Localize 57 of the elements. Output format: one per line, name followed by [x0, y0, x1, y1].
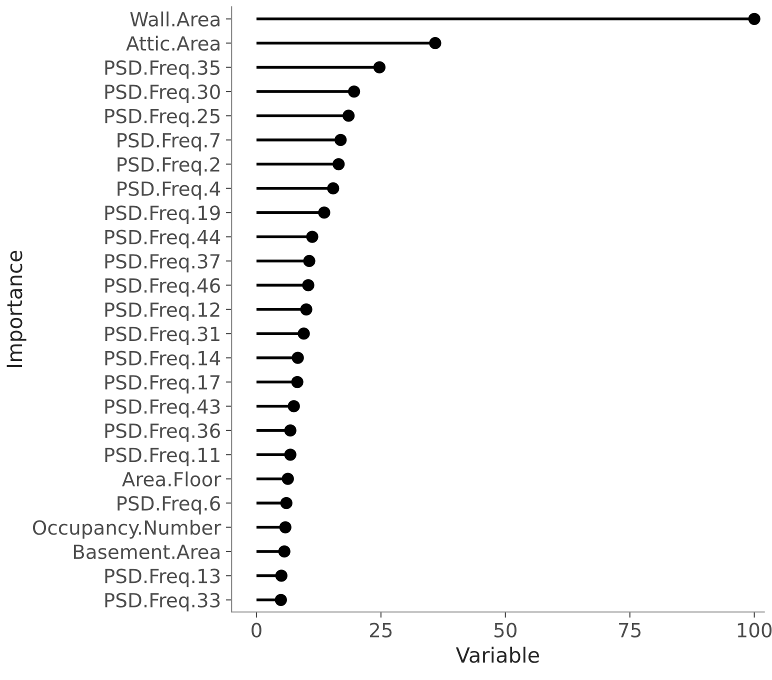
y-tick-label: PSD.Freq.33 — [105, 592, 220, 612]
point — [303, 254, 316, 268]
y-tick-label: PSD.Freq.36 — [105, 423, 220, 442]
point — [429, 37, 442, 50]
y-tick-label: PSD.Freq.11 — [105, 448, 220, 466]
point — [300, 303, 312, 316]
point — [748, 12, 760, 25]
x-tick-label: 100 — [738, 622, 772, 638]
y-tick-label: PSD.Freq.31 — [105, 326, 220, 346]
x-tick-label: 0 — [252, 622, 262, 638]
point — [348, 85, 360, 98]
point — [318, 206, 330, 219]
y-tick-label: Attic.Area — [126, 36, 220, 51]
y-tick-label: PSD.Freq.37 — [105, 254, 220, 272]
point — [291, 376, 304, 388]
point — [292, 352, 304, 364]
y-tick-label: PSD.Freq.46 — [105, 278, 220, 297]
y-tick-label: Basement.Area — [74, 544, 220, 560]
x-tick-label: 25 — [370, 622, 392, 638]
point — [275, 570, 288, 582]
point — [279, 521, 292, 534]
point — [284, 424, 296, 437]
point — [288, 400, 300, 412]
point — [274, 594, 287, 606]
y-tick-label: PSD.Freq.13 — [105, 568, 220, 588]
point — [282, 472, 294, 485]
y-tick-label: PSD.Freq.2 — [118, 157, 220, 176]
y-tick-label: PSD.Freq.17 — [105, 374, 220, 394]
x-tick-label: 50 — [494, 622, 516, 638]
point — [342, 110, 355, 122]
point — [332, 158, 345, 170]
y-tick-label: PSD.Freq.12 — [105, 302, 220, 321]
y-tick-label: PSD.Freq.14 — [105, 350, 220, 370]
y-tick-label: PSD.Freq.35 — [105, 60, 220, 79]
point — [302, 279, 314, 292]
point — [327, 182, 340, 194]
y-tick-label: PSD.Freq.19 — [105, 206, 220, 224]
y-tick-label: Occupancy.Number — [32, 520, 222, 539]
point — [373, 61, 386, 74]
y-tick-label: PSD.Freq.7 — [118, 132, 220, 152]
x-axis-title: Variable — [456, 646, 540, 663]
y-tick-label: PSD.Freq.30 — [105, 84, 220, 103]
point — [298, 328, 310, 340]
y-tick-label: Area.Floor — [122, 471, 222, 487]
y-axis-title: Importance — [6, 250, 26, 368]
point — [280, 496, 292, 510]
y-tick-label: PSD.Freq.43 — [105, 399, 220, 418]
y-tick-label: PSD.Freq.25 — [105, 108, 220, 128]
point — [334, 134, 347, 146]
y-tick-label: Wall.Area — [130, 12, 220, 27]
point — [278, 545, 290, 558]
y-tick-label: PSD.Freq.44 — [105, 230, 220, 248]
point — [306, 230, 318, 243]
x-tick-label: 75 — [619, 623, 641, 638]
point — [284, 448, 296, 461]
y-tick-label: PSD.Freq.4 — [118, 181, 220, 200]
y-tick-label: PSD.Freq.6 — [118, 496, 220, 514]
